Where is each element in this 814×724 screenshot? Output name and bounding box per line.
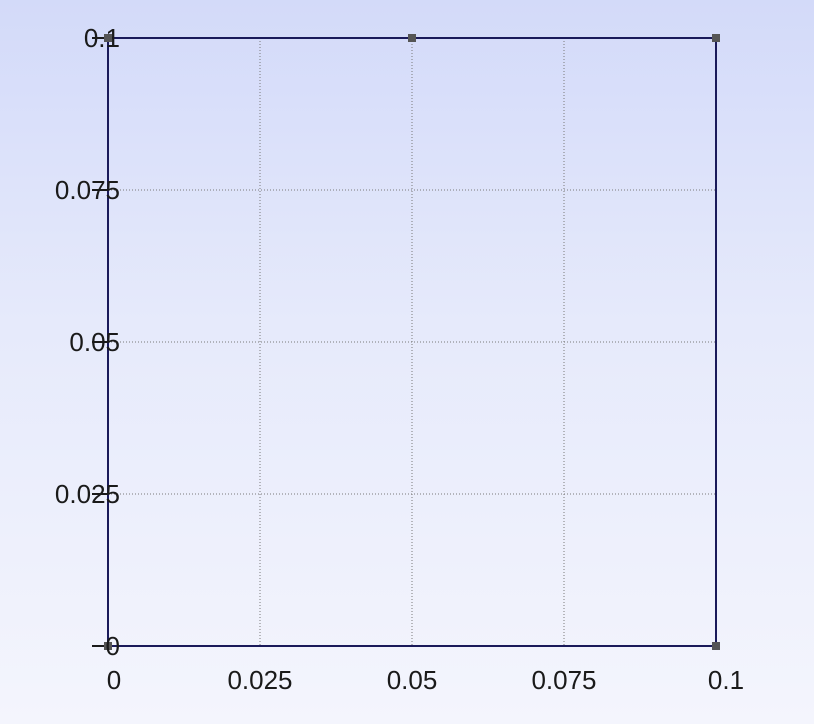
series-outline-0 xyxy=(107,37,717,647)
y-tick-label-0: 0 xyxy=(106,631,120,661)
node-point-2 xyxy=(104,34,112,42)
y-tick-label-1: 0.025 xyxy=(55,479,120,509)
x-tick-label-0: 0 xyxy=(107,665,121,695)
x-tick-label-1: 0.025 xyxy=(227,665,292,695)
node-point-0 xyxy=(104,642,112,650)
node-point-4 xyxy=(712,34,720,42)
label-layer: 0 0.025 0.05 0.075 0.1 0 0.025 0.05 0.075 0.1 xyxy=(55,23,744,695)
x-tick-label-4: 0.1 xyxy=(708,665,744,695)
node-point-3 xyxy=(408,34,416,42)
grid-layer xyxy=(108,38,716,646)
frame-layer xyxy=(107,37,717,647)
x-tick-label-2: 0.05 xyxy=(387,665,438,695)
y-tick-label-4: 0.1 xyxy=(84,23,120,53)
y-tick-label-3: 0.075 xyxy=(55,175,120,205)
x-tick-label-3: 0.075 xyxy=(531,665,596,695)
node-layer xyxy=(104,34,720,650)
y-tick-label-2: 0.05 xyxy=(69,327,120,357)
node-point-1 xyxy=(712,642,720,650)
